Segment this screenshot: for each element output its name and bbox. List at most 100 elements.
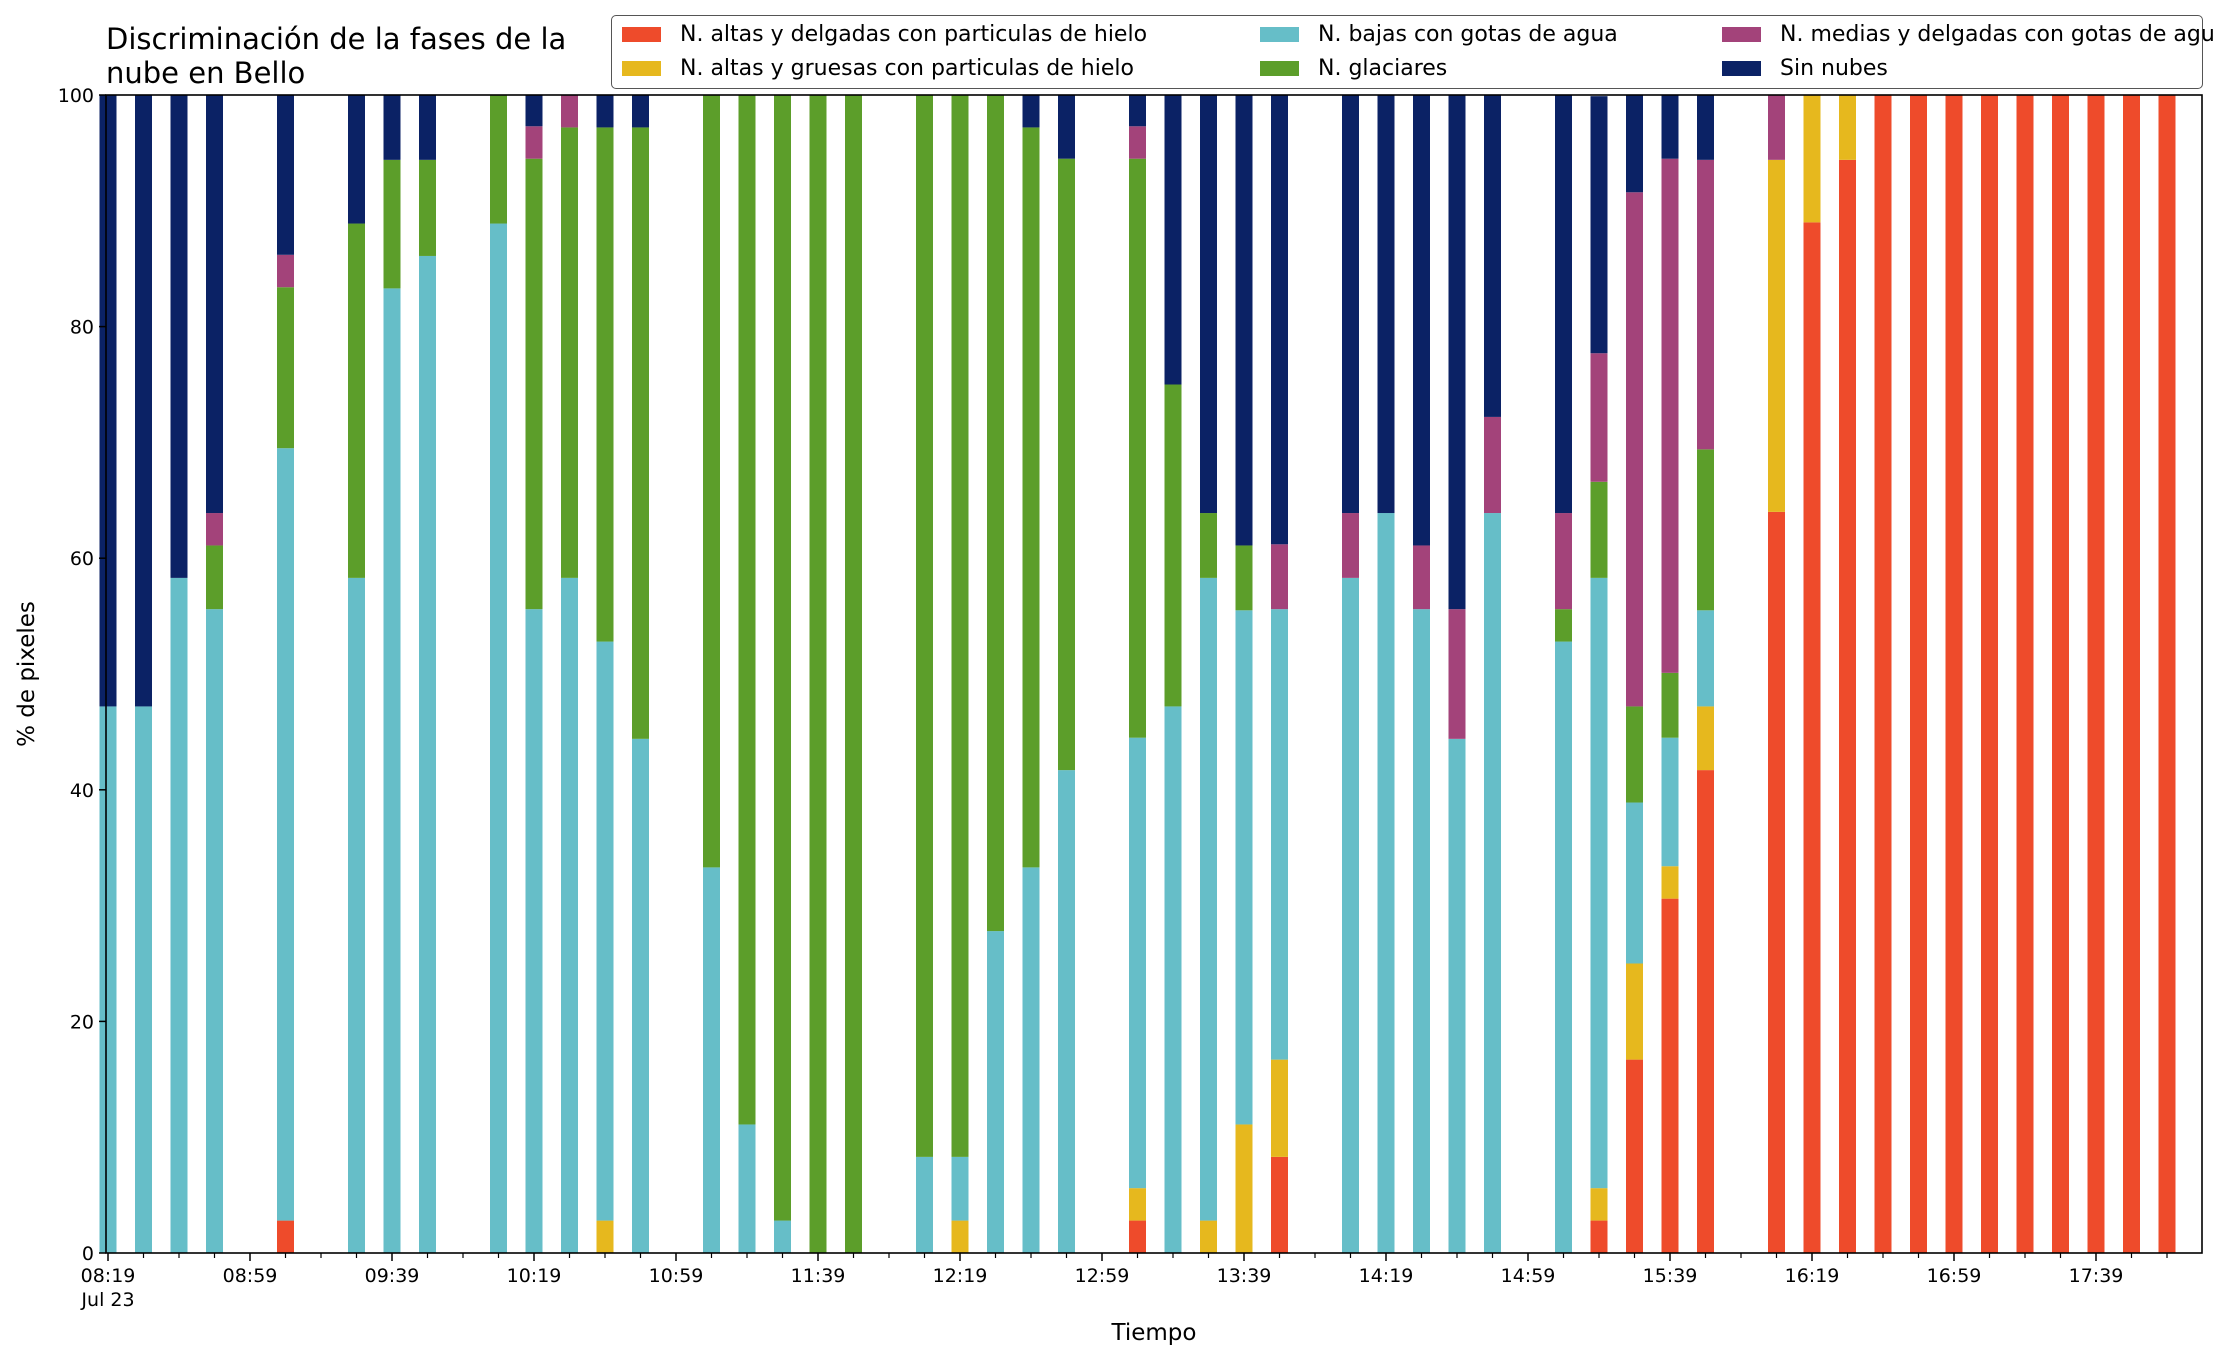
bar-segment — [1590, 1188, 1608, 1221]
x-tick-label: 08:19 — [81, 1265, 136, 1287]
bar-segment — [170, 95, 188, 578]
y-tick-label: 0 — [82, 1243, 94, 1265]
plot-frame — [105, 94, 2203, 1254]
bar-segment — [951, 95, 969, 1157]
y-tick-label: 80 — [70, 317, 94, 339]
bar-segment — [525, 158, 543, 610]
bar-segment — [1129, 95, 1146, 127]
legend-swatch — [622, 61, 661, 76]
bar-segment — [1803, 222, 1821, 1253]
bar-segment — [703, 867, 720, 1253]
bar-segment — [951, 1220, 969, 1253]
bar-segment — [1164, 706, 1182, 1253]
legend-label: N. medias y delgadas con gotas de agua — [1780, 22, 2216, 47]
bar-segment — [596, 127, 614, 642]
bar-segment — [1555, 609, 1572, 642]
legend-item-medias-delgadas-gotas-agua: N. medias y delgadas con gotas de agua — [1722, 22, 2216, 47]
bar-segment — [1839, 95, 1856, 160]
bar-segment — [1945, 95, 1963, 1253]
bar-segment — [1697, 610, 1714, 707]
bar-segment — [1342, 577, 1359, 1253]
bar-segment — [1271, 544, 1288, 610]
x-tick-label: 12:59 — [1075, 1265, 1130, 1287]
bar-segment — [703, 95, 720, 868]
bar-segment — [987, 931, 1004, 1253]
bar-segment — [1697, 706, 1714, 771]
bar-segment — [525, 95, 543, 127]
bar-segment — [1555, 513, 1572, 610]
x-axis-label: Tiempo — [1111, 1320, 1197, 1346]
bar-segment — [135, 706, 152, 1253]
bar-segment — [596, 1220, 614, 1253]
legend-label: Sin nubes — [1780, 56, 1888, 81]
legend-item-altas-gruesas-hielo: N. altas y gruesas con particulas de hie… — [622, 56, 1134, 81]
bar-segment — [1164, 384, 1182, 707]
bar-segment — [383, 159, 401, 289]
bar-segment — [1661, 737, 1679, 867]
bar-segment — [525, 126, 543, 159]
bar-segment — [596, 641, 614, 1221]
x-tick-label: 12:19 — [933, 1265, 988, 1287]
chart-title-line-2: nube en Bello — [106, 56, 306, 90]
legend-item-bajas-gotas-agua: N. bajas con gotas de agua — [1260, 22, 1618, 47]
x-tick-label: 11:39 — [791, 1265, 846, 1287]
bar-segment — [2123, 95, 2140, 1253]
bar-segment — [170, 577, 188, 1253]
bar-segment — [1661, 898, 1679, 1253]
bar-segment — [277, 1220, 294, 1253]
bar-segment — [1164, 95, 1182, 385]
bar-segment — [1271, 609, 1288, 1060]
x-date-label: Jul 23 — [80, 1289, 134, 1311]
bar-segment — [419, 255, 436, 1253]
y-tick-label: 40 — [70, 780, 94, 802]
bar-segment — [1448, 738, 1466, 1253]
bar-segment — [490, 95, 507, 224]
bar-segment — [1342, 513, 1359, 578]
chart-title-line-1: Discriminación de la fases de la — [106, 22, 567, 56]
bar-segment — [2087, 95, 2105, 1253]
legend-swatch — [1722, 27, 1761, 42]
bar-segment — [1768, 159, 1785, 512]
bar-segment — [1377, 513, 1395, 1253]
bar-segment — [561, 577, 578, 1253]
legend-label: N. bajas con gotas de agua — [1318, 22, 1618, 47]
legend-label: N. altas y gruesas con particulas de hie… — [680, 56, 1134, 81]
bar-segment — [1235, 1124, 1253, 1253]
bar-segment — [2016, 95, 2034, 1253]
bar-segment — [916, 1156, 933, 1253]
bar-segment — [1200, 577, 1217, 1221]
legend-swatch — [1722, 61, 1761, 76]
bar-segment — [1022, 127, 1040, 868]
bar-segment — [561, 127, 578, 578]
bar-segment — [277, 448, 294, 1221]
bar-segment — [1129, 158, 1146, 738]
bar-segment — [1697, 159, 1714, 450]
x-tick-label: 16:59 — [1927, 1265, 1982, 1287]
legend-item-altas-delgadas-hielo: N. altas y delgadas con particulas de hi… — [622, 22, 1147, 47]
x-tick-label: 15:39 — [1643, 1265, 1698, 1287]
bar-segment — [1626, 706, 1643, 803]
y-tick-label: 100 — [58, 85, 94, 107]
bar-segment — [1484, 416, 1501, 514]
bar-segment — [632, 127, 649, 739]
bar-segment — [1590, 353, 1608, 482]
bar-segment — [738, 1124, 756, 1253]
bar-segment — [206, 609, 223, 1253]
bar-segment — [348, 223, 365, 578]
chart-title: Discriminación de la fases de la nube en… — [106, 22, 566, 90]
bar-segment — [1235, 95, 1253, 546]
bar-segment — [1413, 545, 1430, 610]
bar-segment — [1768, 511, 1785, 1253]
bar-segment — [1590, 481, 1608, 578]
bar-segment — [1129, 126, 1146, 159]
bar-segment — [774, 95, 791, 1221]
bar-segment — [1874, 95, 1892, 1253]
bar-segment — [277, 95, 294, 255]
bar-segment — [1022, 95, 1040, 128]
bar-segment — [1058, 95, 1075, 159]
bar-segment — [135, 95, 152, 707]
bar-segment — [1697, 95, 1714, 160]
bar-segment — [348, 577, 365, 1253]
bar-segment — [206, 95, 223, 514]
